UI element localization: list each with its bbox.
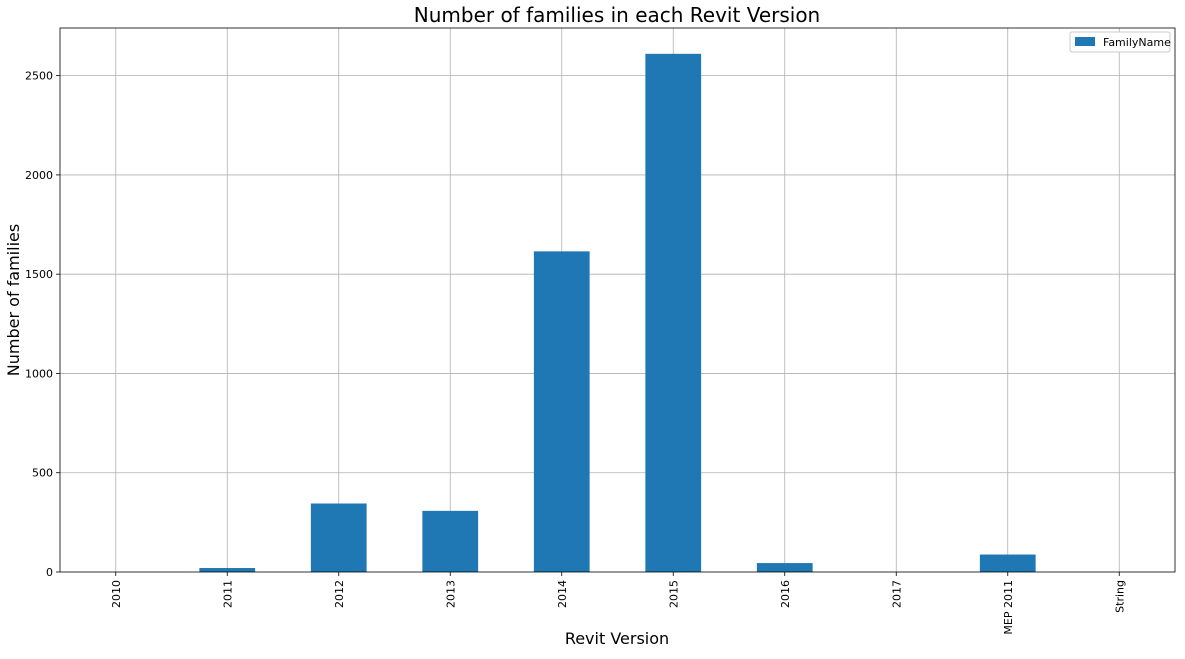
x-tick-label: String bbox=[1113, 580, 1126, 613]
bar-2013 bbox=[422, 510, 479, 572]
legend: FamilyName bbox=[1069, 31, 1171, 53]
x-tick-label: 2017 bbox=[890, 580, 903, 608]
x-tick-label: 2012 bbox=[333, 580, 346, 608]
bar-2012 bbox=[310, 503, 367, 572]
y-tick-label: 0 bbox=[46, 566, 53, 579]
plot-frame bbox=[59, 27, 1176, 573]
x-tick-label: 2010 bbox=[110, 580, 123, 608]
legend-label: FamilyName bbox=[1103, 36, 1171, 49]
x-tick-label: 2016 bbox=[779, 580, 792, 608]
axes-layer: 0 500 1000 1500 2000 2500 2010 2011 2012 2013 2014… bbox=[25, 27, 1176, 635]
y-tick-label: 500 bbox=[32, 467, 53, 480]
x-tick-label: 2015 bbox=[667, 580, 680, 608]
bar-2016 bbox=[756, 563, 813, 572]
x-tick-label: 2014 bbox=[556, 580, 569, 608]
y-tick-label: 1000 bbox=[25, 367, 53, 380]
y-tick-label: 1500 bbox=[25, 268, 53, 281]
y-axis-label: Number of families bbox=[4, 224, 23, 376]
y-tick-label: 2000 bbox=[25, 169, 53, 182]
bars-layer bbox=[199, 53, 1036, 572]
y-tick-label: 2500 bbox=[25, 70, 53, 83]
bar-2015 bbox=[645, 53, 702, 572]
x-tick-label: MEP 2011 bbox=[1002, 580, 1015, 635]
chart-title: Number of families in each Revit Version bbox=[414, 3, 820, 27]
legend-swatch bbox=[1075, 37, 1095, 46]
bar-2011 bbox=[199, 568, 256, 572]
grid-layer bbox=[60, 28, 1175, 572]
x-axis-label: Revit Version bbox=[565, 629, 669, 648]
x-tick-label: 2013 bbox=[444, 580, 457, 608]
bar-2014 bbox=[533, 251, 590, 572]
x-tick-label: 2011 bbox=[221, 580, 234, 608]
bar-mep-2011 bbox=[979, 554, 1036, 572]
